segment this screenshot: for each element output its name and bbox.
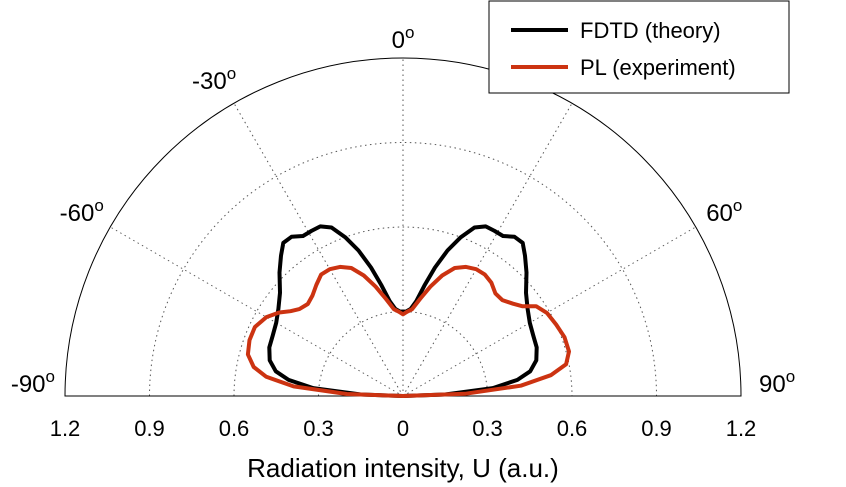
r-tick-label: 0.3 [303,416,334,441]
r-tick-label: 0.3 [472,416,503,441]
grid-circle-0 [318,311,488,397]
legend-label-fdtd: FDTD (theory) [580,18,721,43]
angle-label: 90o [759,367,795,398]
grid-spoke-4 [402,226,696,397]
series-layer [245,224,571,398]
grid-spoke-0 [110,226,404,397]
angle-label: 0o [392,23,415,54]
legend-box [488,0,790,94]
angle-label: -60o [60,196,104,227]
angle-label: -90o [11,367,55,398]
polar-grid [110,58,696,397]
series-line-1 [245,264,571,398]
label-layer: 1.2 0.9 0.6 0.3 0 0.3 0.6 0.9 1.2 -90o -60o -30o 0o 6… [11,23,795,483]
grid-spoke-3 [402,103,573,397]
angle-label: 60o [706,196,742,227]
polar-frame [64,57,742,397]
grid-spoke-1 [233,103,404,397]
r-tick-label: 1.2 [726,416,757,441]
legend-label-pl: PL (experiment) [580,55,736,80]
r-tick-label: 0.6 [219,416,250,441]
r-tick-label: 0 [397,416,409,441]
angle-label: -30o [192,64,236,95]
x-axis-label: Radiation intensity, U (a.u.) [247,453,559,483]
grid-circle-1 [233,226,573,397]
r-tick-label: 0.6 [557,416,588,441]
r-tick-label: 0.9 [134,416,165,441]
r-tick-label: 1.2 [50,416,81,441]
r-tick-label: 0.9 [641,416,672,441]
legend: FDTD (theory) PL (experiment) [488,0,790,94]
